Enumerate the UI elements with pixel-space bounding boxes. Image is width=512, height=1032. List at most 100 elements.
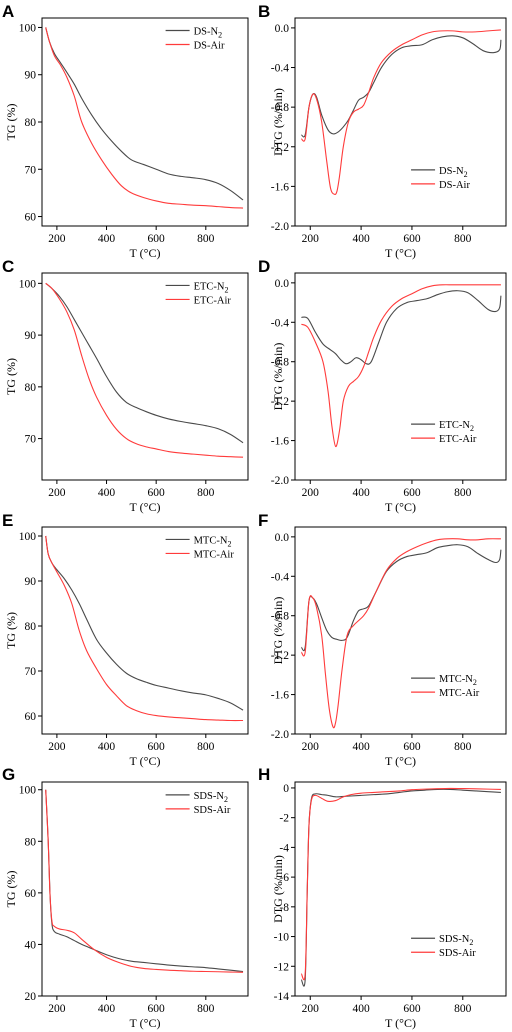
x-axis-title: T (°C) <box>385 246 416 260</box>
y-axis-title: DTG (%/min) <box>271 88 285 156</box>
legend-label: DS-N2 <box>194 26 223 39</box>
y-tick-label: -1.2 <box>271 142 289 154</box>
series-line-air <box>45 789 244 973</box>
y-tick-label: -10 <box>274 932 290 944</box>
legend-label: MTC-Air <box>439 688 480 699</box>
y-tick-label: 80 <box>25 382 37 394</box>
x-tick-label: 800 <box>197 487 215 499</box>
panel-b: B 200 400 600 800 0.0 -0.4 -0.8 -1.2 -1.6 -2.0 T (°… <box>258 2 507 260</box>
x-tick-label: 800 <box>197 233 215 245</box>
x-tick-label: 200 <box>302 487 320 499</box>
y-tick-label: -0.8 <box>271 611 289 623</box>
y-tick-label: -14 <box>274 991 290 1003</box>
legend-label: MTC-N2 <box>194 535 232 548</box>
y-tick-label: -4 <box>279 842 289 854</box>
series-line-n2 <box>301 290 502 365</box>
y-axis-title: DTG (%/min) <box>271 597 285 665</box>
panel-letter: E <box>2 511 13 530</box>
legend-label: SDS-N2 <box>439 934 473 947</box>
y-tick-label: 60 <box>25 888 37 900</box>
y-tick-label: 80 <box>25 621 37 633</box>
series-line-n2 <box>45 27 244 201</box>
legend-label: SDS-Air <box>439 948 476 959</box>
y-tick-label: -12 <box>274 961 290 973</box>
y-tick-label: 100 <box>19 531 37 543</box>
legend-label: DS-Air <box>439 180 470 191</box>
x-tick-label: 400 <box>352 741 370 753</box>
y-tick-label: 90 <box>25 70 37 82</box>
y-tick-label: -0.4 <box>271 63 289 75</box>
plot-frame <box>41 781 249 997</box>
x-tick-label: 400 <box>98 487 116 499</box>
x-axis-title: T (°C) <box>130 754 161 768</box>
x-tick-label: 800 <box>197 1003 215 1015</box>
legend-label: SDS-N2 <box>194 791 228 804</box>
y-tick-label: 60 <box>25 711 37 723</box>
series-line-air <box>300 538 501 729</box>
plot-frame <box>294 526 507 735</box>
x-tick-label: 600 <box>403 741 421 753</box>
legend-label: SDS-Air <box>194 805 231 816</box>
y-tick-label: 100 <box>19 278 37 290</box>
plot-frame <box>294 781 507 997</box>
y-tick-label: 70 <box>25 164 37 176</box>
x-tick-label: 200 <box>48 1003 66 1015</box>
x-axis-title: T (°C) <box>130 1016 161 1030</box>
x-tick-label: 400 <box>352 233 370 245</box>
panel-letter: A <box>2 2 14 21</box>
panel-f: F 200 400 600 800 0.0 -0.4 -0.8 -1.2 -1.6 -2.0 T (°… <box>258 511 507 768</box>
y-tick-label: -0.8 <box>271 357 289 369</box>
series-line-air <box>300 787 501 981</box>
panel-letter: H <box>258 765 270 784</box>
x-tick-label: 200 <box>48 741 66 753</box>
x-tick-label: 400 <box>98 233 116 245</box>
y-tick-label: -0.4 <box>271 571 289 583</box>
y-tick-label: -6 <box>279 872 289 884</box>
y-axis-title: DTG (%/min) <box>271 855 285 923</box>
y-tick-label: -8 <box>279 902 289 914</box>
y-tick-label: -1.2 <box>271 650 289 662</box>
y-tick-label: 0 <box>283 783 289 795</box>
y-tick-label: -2 <box>279 813 289 825</box>
y-tick-label: 80 <box>25 117 37 129</box>
x-tick-label: 600 <box>403 487 421 499</box>
y-tick-label: 60 <box>25 212 37 224</box>
plot-frame <box>294 17 507 227</box>
y-tick-label: -2.0 <box>271 475 289 487</box>
series-line-air <box>45 27 244 209</box>
series-line-air <box>45 535 244 722</box>
x-tick-label: 200 <box>302 1003 320 1015</box>
x-tick-label: 800 <box>454 233 472 245</box>
panel-letter: B <box>258 2 270 21</box>
y-tick-label: 70 <box>25 666 37 678</box>
series-line-n2 <box>45 789 244 973</box>
x-axis-title: T (°C) <box>385 500 416 514</box>
x-tick-label: 600 <box>148 1003 166 1015</box>
x-tick-label: 200 <box>302 233 320 245</box>
series-line-air <box>301 284 501 448</box>
x-tick-label: 200 <box>48 233 66 245</box>
plot-frame <box>294 272 507 481</box>
x-axis-title: T (°C) <box>130 500 161 514</box>
x-tick-label: 800 <box>197 741 215 753</box>
x-tick-label: 600 <box>148 487 166 499</box>
y-axis-title: TG (%) <box>4 871 18 908</box>
panel-a: A 200 400 600 800 60 70 80 90 100 T (°C) TG (%) DS-N… <box>2 2 249 260</box>
legend-label: DS-N2 <box>439 166 468 179</box>
x-tick-label: 600 <box>403 1003 421 1015</box>
y-tick-label: 20 <box>25 991 37 1003</box>
panel-e: E 200 400 600 800 60 70 80 90 100 T (°C) TG (%) MTC-… <box>2 511 249 768</box>
y-tick-label: -0.4 <box>271 317 289 329</box>
panel-letter: F <box>258 511 268 530</box>
x-axis-title: T (°C) <box>385 754 416 768</box>
y-tick-label: 0.0 <box>275 278 290 290</box>
x-tick-label: 600 <box>148 233 166 245</box>
